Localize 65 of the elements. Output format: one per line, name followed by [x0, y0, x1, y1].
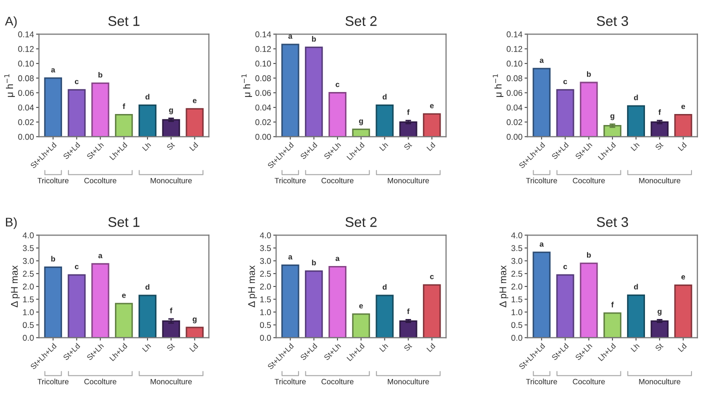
y-tick-label: 0.04: [506, 104, 522, 110]
y-tick-label: 0.14: [506, 31, 522, 38]
y-tick-label: 0.06: [506, 90, 522, 96]
y-tick-label: 4.0: [260, 232, 271, 238]
y-tick-label: 3.0: [260, 258, 271, 264]
y-tick-label: 2.5: [260, 270, 271, 277]
chart-title: Set 3: [596, 16, 628, 26]
y-tick-label: 0.5: [511, 322, 522, 328]
y-tick-label: 0.00: [18, 134, 34, 140]
y-tick-label: 1.0: [260, 309, 271, 316]
y-tick-label: 2.0: [22, 284, 34, 290]
y-axis-title: μ h$^{−1}$: [241, 74, 252, 97]
y-tick-label: 3.0: [22, 258, 34, 264]
y-axis-title: Δ pH max: [11, 265, 20, 308]
y-tick-label: 2.5: [22, 270, 34, 277]
y-tick-label: 0.0: [22, 334, 34, 341]
y-tick-label: 0.0: [511, 334, 522, 341]
y-tick-label: 3.5: [260, 245, 271, 252]
y-tick-label: 4.0: [22, 232, 34, 238]
y-tick-label: 4.0: [511, 232, 522, 238]
y-tick-label: 0.10: [18, 60, 34, 67]
y-tick-label: 0.02: [255, 119, 271, 126]
y-tick-label: 0.12: [18, 46, 34, 52]
y-axis-title: Δ pH max: [500, 265, 508, 308]
y-tick-label: 0.08: [18, 75, 34, 82]
chart-title: Set 3: [596, 217, 628, 227]
y-tick-label: 0.12: [255, 46, 271, 52]
text: B): [6, 217, 17, 230]
y-axis-title: μ h$^{−1}$: [4, 74, 15, 97]
y-tick-label: 0.10: [506, 60, 522, 67]
y-tick-label: 3.0: [511, 258, 522, 264]
y-tick-label: 0.08: [255, 75, 271, 82]
y-tick-label: 0.14: [255, 31, 272, 38]
y-tick-label: 0.08: [506, 75, 522, 82]
y-tick-label: 2.0: [260, 284, 271, 290]
y-tick-label: 0.06: [255, 90, 271, 96]
y-tick-label: 2.0: [511, 284, 522, 290]
text: A): [4, 16, 17, 28]
y-tick-label: 0.14: [18, 31, 34, 38]
chart-title: Set 1: [108, 217, 140, 227]
y-tick-label: 1.0: [512, 309, 522, 316]
y-tick-label: 3.5: [511, 245, 522, 252]
chart-title: Set 2: [345, 217, 377, 227]
y-tick-label: 1.5: [23, 296, 34, 302]
y-axis-title: μ h$^{−1}$: [492, 74, 504, 97]
y-tick-label: 1.0: [23, 309, 34, 316]
y-tick-label: 0.5: [260, 322, 271, 328]
y-tick-label: 0.04: [255, 104, 272, 110]
y-tick-label: 1.5: [260, 296, 271, 302]
y-tick-label: 2.5: [511, 270, 522, 277]
chart-title: Set 2: [345, 16, 377, 26]
y-tick-label: 0.02: [506, 119, 522, 126]
y-tick-label: 0.02: [18, 119, 34, 126]
y-tick-label: 0.0: [260, 334, 271, 341]
y-tick-label: 0.06: [18, 90, 34, 96]
y-tick-label: 0.04: [18, 104, 34, 110]
y-tick-label: 0.00: [255, 134, 271, 140]
y-axis-title: Δ pH max: [248, 265, 257, 308]
y-tick-label: 1.5: [512, 296, 522, 302]
y-tick-label: 0.00: [506, 134, 522, 140]
y-tick-label: 3.5: [22, 245, 34, 252]
y-tick-label: 0.5: [22, 322, 34, 328]
chart-title: Set 1: [108, 16, 140, 26]
y-tick-label: 0.10: [255, 60, 271, 67]
y-tick-label: 0.12: [506, 46, 522, 52]
